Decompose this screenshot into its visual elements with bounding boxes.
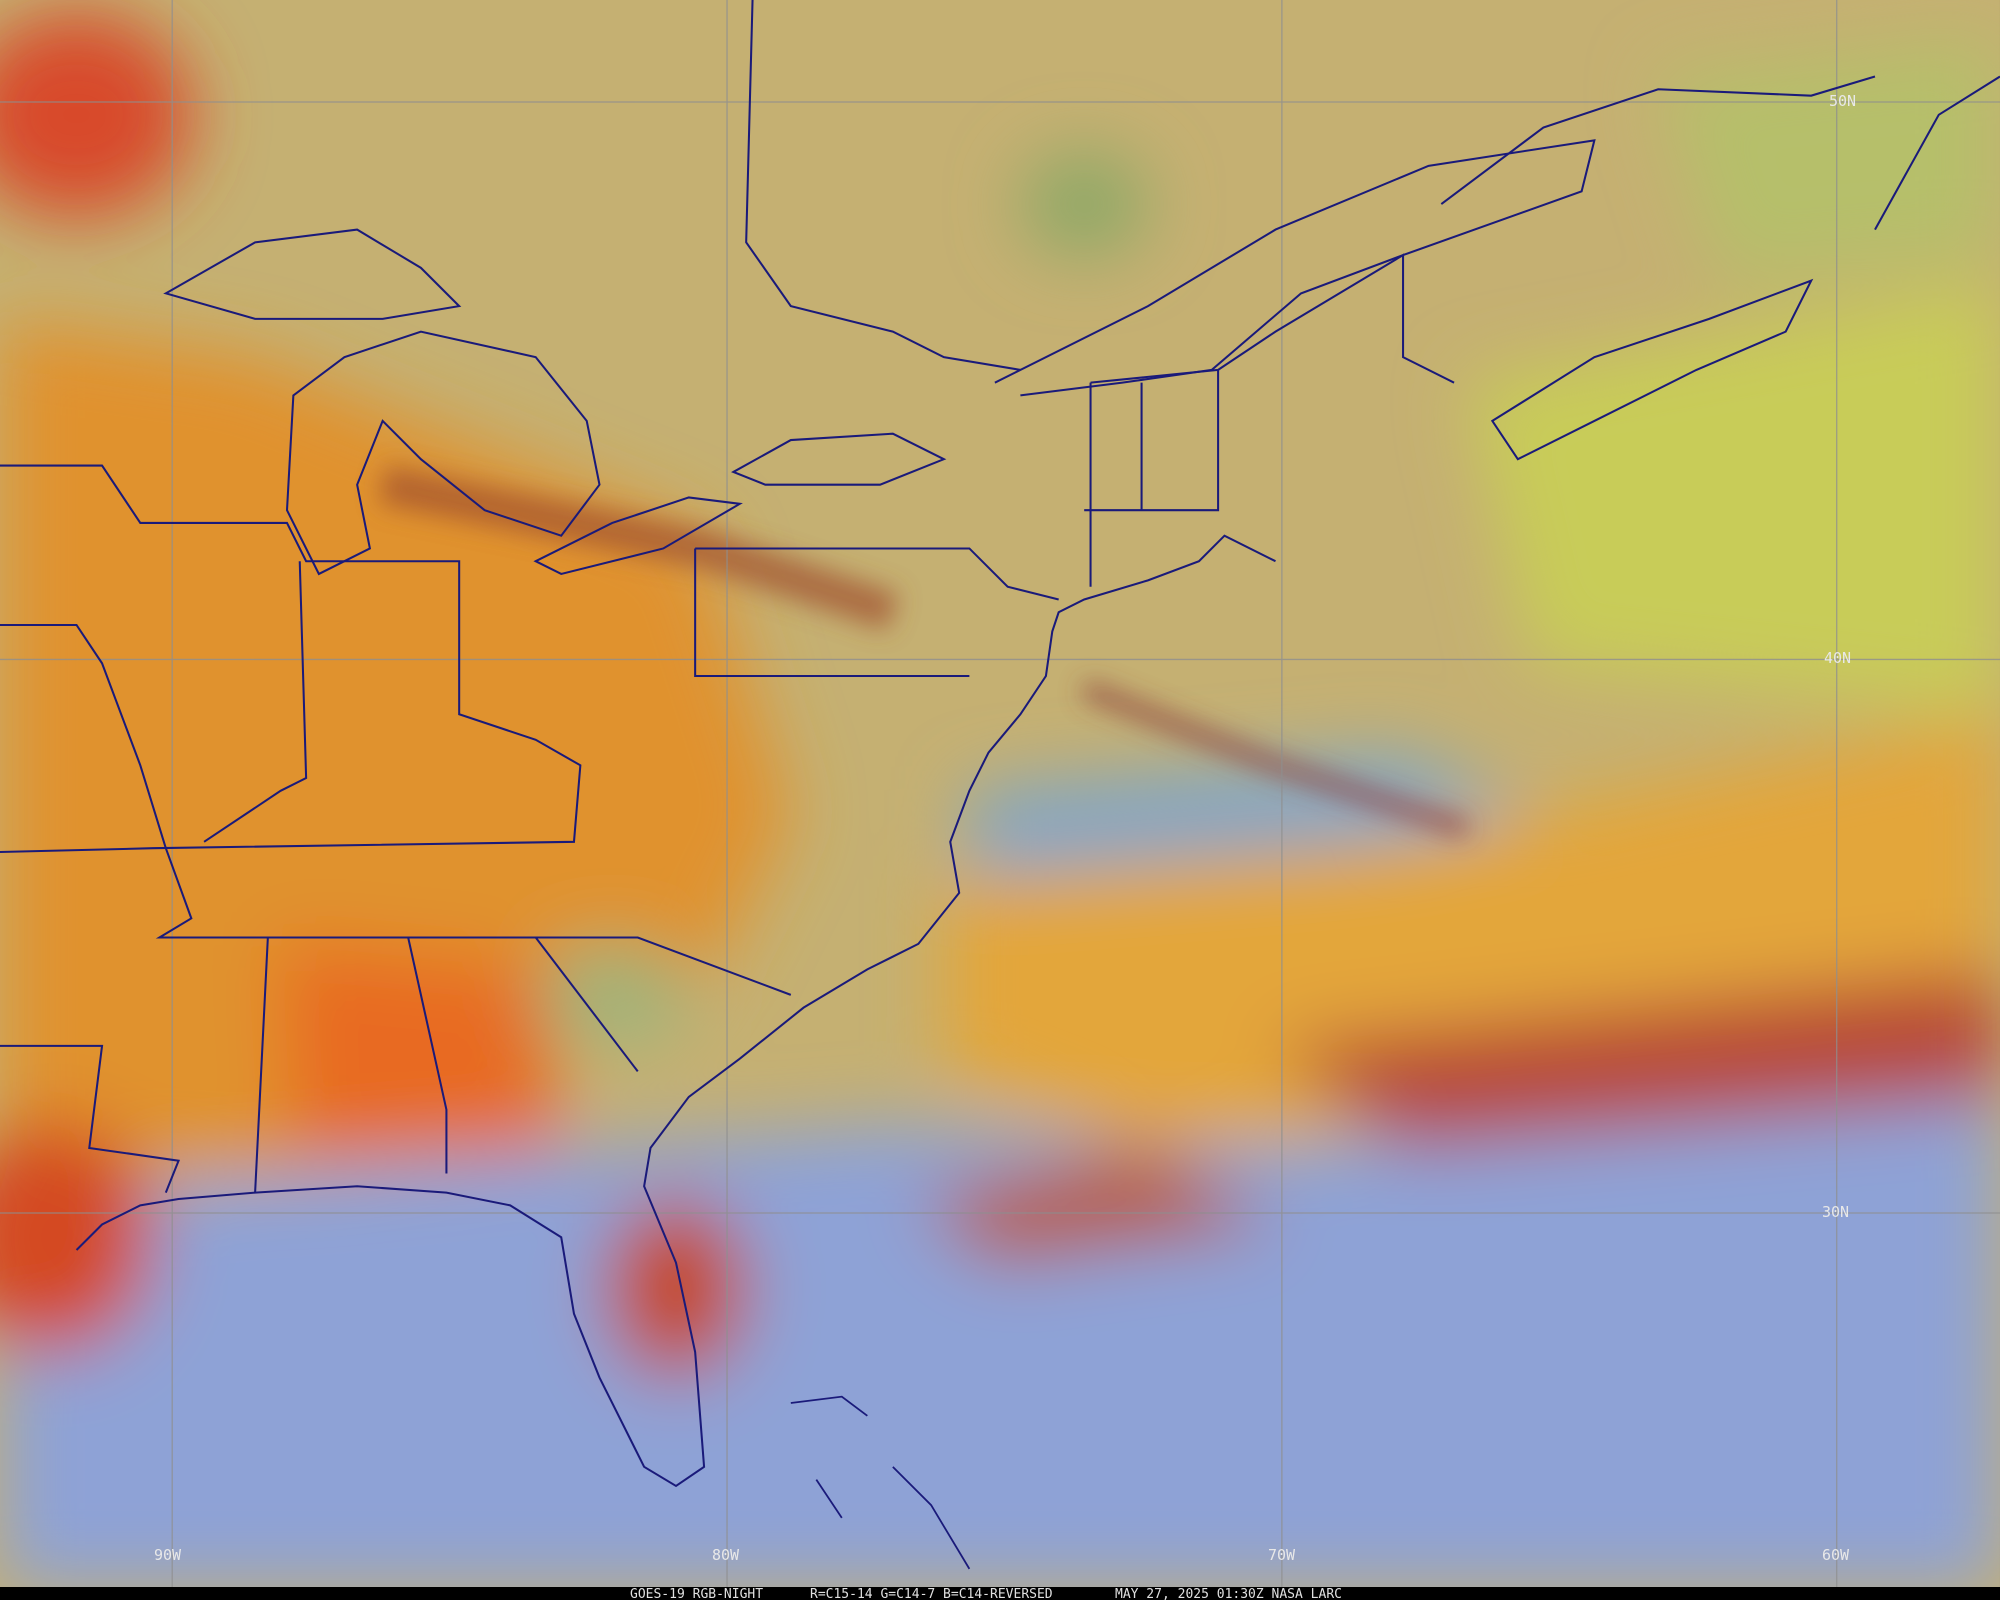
- latitude-label: 50N: [1829, 92, 1856, 110]
- latitude-label: 40N: [1824, 649, 1851, 667]
- longitude-label: 80W: [712, 1546, 740, 1564]
- footer-channels: R=C15-14 G=C14-7 B=C14-REVERSED: [810, 1587, 1053, 1600]
- longitude-label: 60W: [1822, 1546, 1850, 1564]
- footer-satellite: GOES-19 RGB-NIGHT: [630, 1587, 763, 1600]
- longitude-label: 90W: [154, 1546, 182, 1564]
- latitude-label: 30N: [1822, 1203, 1849, 1221]
- footer-bar: [0, 1587, 2000, 1600]
- footer-time: MAY 27, 2025 01:30Z NASA LARC: [1115, 1587, 1342, 1600]
- coastlines: [0, 0, 2000, 1488]
- longitude-label: 70W: [1268, 1546, 1296, 1564]
